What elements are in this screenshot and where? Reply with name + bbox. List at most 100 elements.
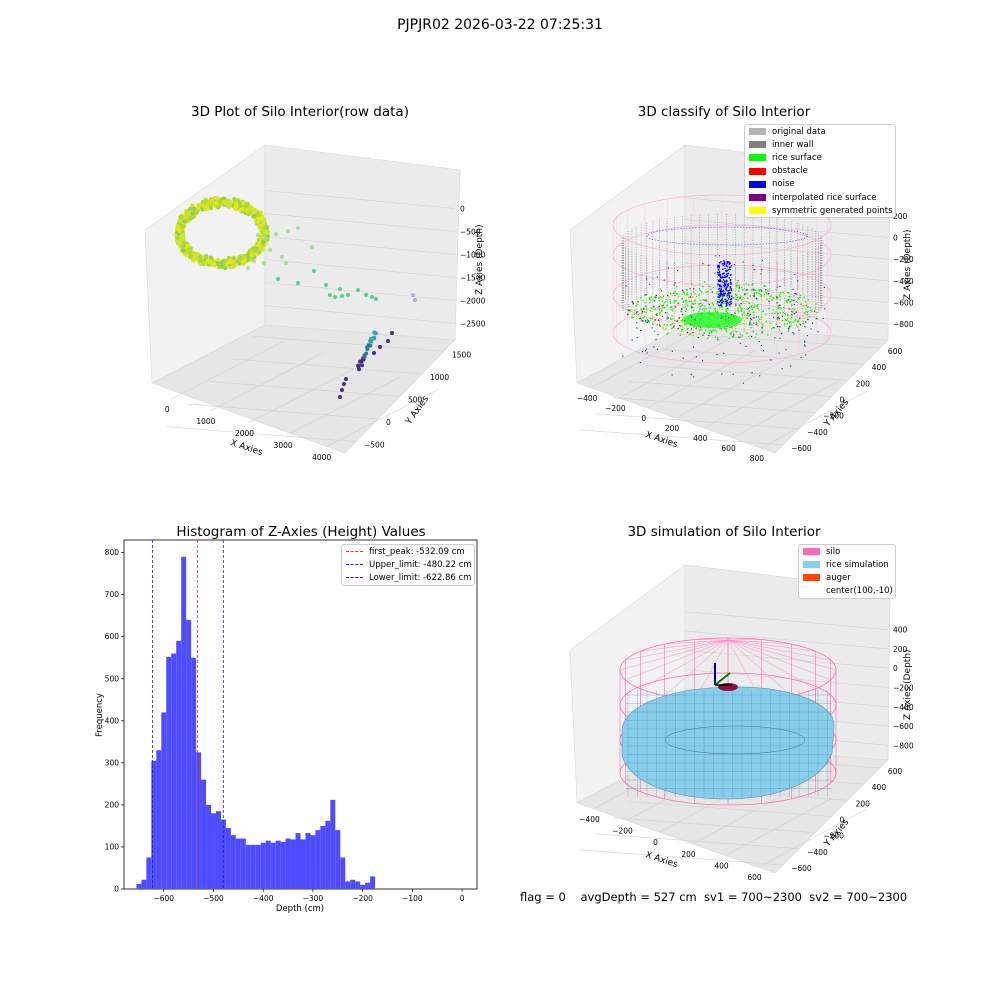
noise-point bbox=[729, 262, 731, 264]
rice-point bbox=[722, 299, 724, 301]
rice-point bbox=[683, 291, 685, 293]
rice-point bbox=[666, 316, 668, 318]
rice-point bbox=[653, 306, 655, 309]
rice-point bbox=[749, 320, 751, 322]
rice-point bbox=[729, 326, 732, 329]
z-axis-label: Z Axies (Depth) bbox=[475, 224, 485, 295]
rice-point bbox=[758, 292, 760, 295]
z-grid-line bbox=[684, 611, 889, 630]
data-point bbox=[338, 395, 342, 399]
rice-point bbox=[715, 300, 717, 302]
rice-point bbox=[703, 281, 706, 283]
rice-point bbox=[780, 308, 782, 310]
rice-point bbox=[670, 332, 672, 334]
rice-point bbox=[685, 312, 687, 314]
noise-point bbox=[719, 280, 721, 283]
rice-point bbox=[644, 302, 646, 304]
rice-point bbox=[658, 308, 661, 310]
histogram-bar bbox=[295, 833, 301, 889]
noise-point bbox=[727, 293, 729, 295]
rice-point bbox=[685, 308, 688, 310]
data-point bbox=[279, 254, 285, 260]
rice-point bbox=[633, 313, 635, 315]
rice-point bbox=[788, 292, 790, 294]
rice-point bbox=[778, 294, 781, 296]
noise-point bbox=[725, 276, 728, 278]
rice-point bbox=[674, 288, 677, 290]
data-point bbox=[344, 377, 348, 381]
rice-point bbox=[801, 302, 803, 304]
rice-point bbox=[653, 320, 656, 323]
noise-point bbox=[724, 284, 727, 286]
noise-point bbox=[726, 286, 728, 288]
rice-point bbox=[704, 329, 707, 331]
rice-point bbox=[763, 284, 765, 287]
rice-point bbox=[795, 326, 797, 329]
rice-point bbox=[765, 292, 767, 294]
noise-point bbox=[717, 269, 720, 271]
rice-point bbox=[690, 328, 692, 330]
rice-point bbox=[757, 304, 759, 306]
rice-point bbox=[745, 326, 747, 328]
histogram-bar bbox=[166, 656, 172, 889]
noise-point bbox=[632, 303, 634, 305]
noise-point bbox=[727, 290, 729, 292]
z-grid-line bbox=[684, 305, 889, 325]
rice-point bbox=[795, 311, 797, 313]
rice-point bbox=[642, 300, 644, 302]
rice-point bbox=[656, 314, 658, 316]
noise-point bbox=[727, 272, 730, 275]
data-point bbox=[237, 204, 242, 209]
rice-point bbox=[685, 289, 688, 291]
noise-point bbox=[753, 294, 755, 296]
histogram-bar bbox=[320, 825, 326, 889]
raw-data-3d-plot: 0 1000 2000 3000 4000 −500 0 500 1000 1500 0 −500 −1… bbox=[144, 144, 486, 462]
y-tick-label: 800 bbox=[105, 548, 120, 557]
simulation-geometry bbox=[619, 637, 837, 806]
rice-point bbox=[757, 305, 759, 307]
rice-point bbox=[739, 305, 742, 308]
rice-point bbox=[748, 285, 751, 287]
rice-point bbox=[749, 313, 751, 316]
noise-point bbox=[778, 352, 780, 354]
noise-point bbox=[691, 307, 693, 309]
rice-point bbox=[698, 304, 700, 307]
rice-point bbox=[779, 298, 781, 301]
rice-point bbox=[767, 289, 769, 291]
noise-point bbox=[690, 316, 693, 318]
noise-point bbox=[723, 352, 725, 354]
rice-point bbox=[754, 289, 757, 291]
rice-point bbox=[769, 296, 771, 298]
rice-point bbox=[749, 295, 752, 297]
noise-point bbox=[718, 271, 721, 273]
rice-point bbox=[787, 320, 789, 322]
noise-point bbox=[720, 280, 722, 282]
rice-point bbox=[782, 319, 784, 321]
rice-point bbox=[673, 301, 675, 304]
rice-point bbox=[744, 315, 746, 318]
noise-point bbox=[729, 301, 731, 303]
histogram-bars bbox=[136, 556, 376, 889]
y-tick-label: 200 bbox=[856, 379, 871, 388]
panel4-title: 3D simulation of Silo Interior bbox=[627, 524, 821, 540]
x-tick-label: 200 bbox=[665, 424, 680, 433]
rice-point bbox=[699, 332, 701, 334]
rice-point bbox=[779, 323, 782, 325]
rice-point bbox=[685, 299, 688, 301]
noise-point bbox=[636, 327, 638, 329]
noise-point bbox=[670, 324, 672, 326]
noise-point bbox=[790, 365, 792, 367]
rice-point bbox=[786, 318, 789, 320]
y-grid-line bbox=[596, 413, 800, 430]
rice-point bbox=[702, 285, 704, 288]
rice-point bbox=[701, 304, 703, 307]
rice-point bbox=[816, 311, 818, 314]
rice-point bbox=[737, 296, 739, 298]
data-point bbox=[213, 201, 219, 206]
noise-point bbox=[804, 326, 806, 328]
axes-panes bbox=[144, 144, 461, 454]
rice-point bbox=[663, 302, 665, 304]
rice-point bbox=[764, 318, 766, 321]
noise-point bbox=[729, 292, 731, 295]
histogram-bar bbox=[196, 752, 202, 889]
